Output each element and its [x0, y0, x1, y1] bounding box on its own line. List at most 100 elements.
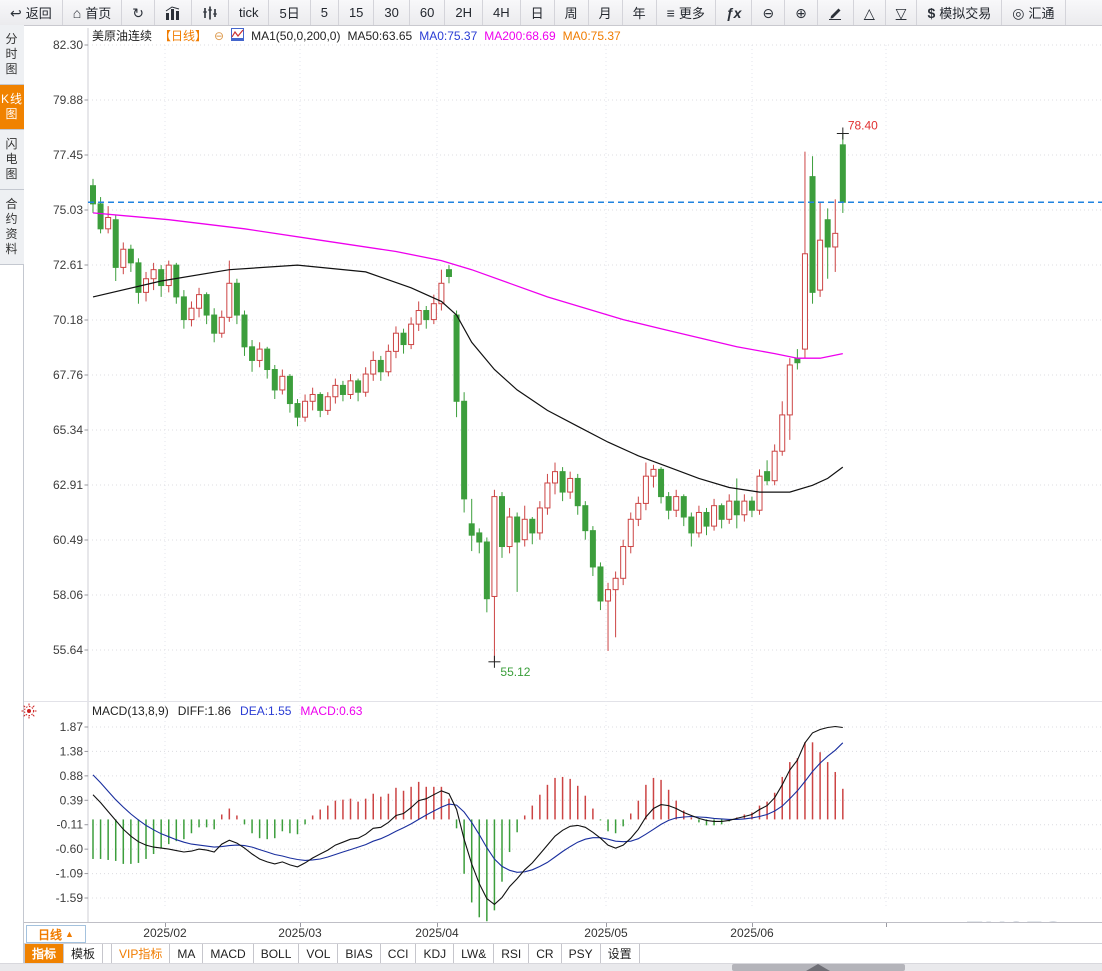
svg-text:0.88: 0.88	[60, 769, 84, 783]
interval-tick-button[interactable]: tick	[229, 0, 270, 25]
svg-text:-1.59: -1.59	[56, 891, 84, 905]
back-button-label: 返回	[25, 6, 52, 21]
triangle-down-button[interactable]: ▽	[886, 0, 918, 25]
left-sidebar: 分时图 K线图 闪电图 合约资料	[0, 25, 24, 971]
home-icon: ⌂	[72, 4, 82, 21]
zoom-in-button[interactable]: ⊕	[785, 0, 818, 25]
zoom-in-icon: ⊕	[795, 4, 807, 21]
interval-5m-button-label: 5	[320, 5, 328, 20]
tab-settings[interactable]: 设置	[601, 944, 640, 963]
tab-cci[interactable]: CCI	[381, 944, 417, 963]
home-button-label: 首页	[85, 6, 112, 21]
tab-indicator[interactable]: 指标	[24, 944, 65, 963]
collapse-circle-icon[interactable]: ⊖	[214, 28, 225, 43]
interval-15m-button[interactable]: 15	[339, 0, 375, 25]
tab-cr[interactable]: CR	[529, 944, 562, 963]
horizontal-scrollbar[interactable]	[0, 963, 1102, 971]
macd-legend: MACD(13,8,9) DIFF:1.86 DEA:1.55 MACD:0.6…	[92, 704, 362, 718]
sidebar-item-lightning-chart[interactable]: 闪电图	[0, 130, 24, 190]
month-tick	[437, 923, 438, 927]
period-selector-label: 日线	[38, 927, 63, 942]
macd-dea-value: DEA:1.55	[240, 704, 292, 718]
interval-2h-button[interactable]: 2H	[445, 0, 483, 25]
symbol-name: 美原油连续	[92, 29, 153, 43]
menu-icon: ≡	[666, 4, 675, 21]
bar-chart-button[interactable]	[155, 0, 192, 25]
ma-indicator-icon[interactable]	[231, 27, 245, 44]
ma200-value: MA200:68.69	[484, 28, 556, 43]
interval-weekly-button[interactable]: 周	[555, 0, 589, 25]
tab-template[interactable]: 模板	[64, 944, 104, 963]
huitong-button[interactable]: ◎ 汇通	[1002, 0, 1066, 25]
month-label: 2025/02	[143, 926, 187, 940]
sidebar-item-time-chart[interactable]: 分时图	[0, 25, 24, 85]
triangle-up-button[interactable]: △	[854, 0, 886, 25]
macd-params-label: MACD(13,8,9)	[92, 704, 169, 718]
draw-button[interactable]	[818, 0, 854, 25]
interval-tick-button-label: tick	[238, 5, 259, 20]
macd-chart[interactable]: 1.87 1.38 0.88 0.39 -0.11 -0.60 -1.09 -1.59	[56, 720, 1102, 922]
tab-macd[interactable]: MACD	[203, 944, 254, 963]
interval-60m-button[interactable]: 60	[410, 0, 446, 25]
svg-text:65.34: 65.34	[53, 423, 83, 437]
tab-rsi[interactable]: RSI	[494, 944, 530, 963]
month-tick	[886, 923, 887, 927]
interval-5d-button[interactable]: 5日	[269, 0, 311, 25]
svg-text:82.30: 82.30	[53, 38, 83, 52]
tab-psy[interactable]: PSY	[562, 944, 601, 963]
interval-4h-button-label: 4H	[492, 5, 510, 20]
home-button[interactable]: ⌂ 首页	[63, 0, 123, 25]
volume-tool-button[interactable]	[192, 0, 229, 25]
sim-trading-button[interactable]: $ 模拟交易	[917, 0, 1003, 25]
tab-boll[interactable]: BOLL	[254, 944, 300, 963]
sun-indicator-icon[interactable]	[21, 703, 37, 724]
triangle-up-icon: △	[863, 4, 875, 21]
interval-4h-button[interactable]: 4H	[483, 0, 521, 25]
ma0-orange-value: MA0:75.37	[562, 28, 621, 43]
tab-lw[interactable]: LW&	[454, 944, 495, 963]
month-tick	[300, 923, 301, 927]
month-label: 2025/03	[278, 926, 322, 940]
tab-ma[interactable]: MA	[170, 944, 204, 963]
indicator-tabbar: 指标 模板 VIP指标 MA MACD BOLL VOL BIAS CCI KDJ LW& RSI CR…	[24, 943, 1102, 964]
interval-5m-button[interactable]: 5	[311, 0, 339, 25]
interval-yearly-button[interactable]: 年	[623, 0, 657, 25]
sim-trading-button-label: 模拟交易	[939, 6, 992, 21]
period-tag[interactable]: 【日线】	[159, 29, 208, 43]
macd-value: MACD:0.63	[300, 704, 363, 718]
period-arrow-icon: ▲	[65, 929, 74, 939]
price-chart[interactable]: 82.30 79.88 77.45 75.03 72.61 70.18 67.76 65.34…	[53, 38, 1102, 679]
sidebar-item-kline-chart[interactable]: K线图	[0, 85, 24, 130]
back-icon: ↩	[10, 4, 22, 21]
zoom-out-button[interactable]: ⊖	[752, 0, 786, 25]
tab-kdj[interactable]: KDJ	[416, 944, 455, 963]
pencil-icon	[828, 6, 843, 20]
high-annotation: 78.40	[848, 119, 878, 133]
tab-vip-indicator[interactable]: VIP指标	[111, 944, 171, 963]
month-label: 2025/06	[730, 926, 774, 940]
more-button[interactable]: ≡ 更多	[657, 0, 716, 25]
interval-monthly-button[interactable]: 月	[589, 0, 623, 25]
interval-daily-button[interactable]: 日	[521, 0, 555, 25]
period-selector[interactable]: 日线 ▲	[26, 925, 86, 943]
panel-resize-handle-icon[interactable]	[806, 964, 830, 971]
triangle-down-icon: ▽	[895, 4, 907, 21]
interval-5d-button-label: 5日	[279, 6, 300, 21]
tab-vol[interactable]: VOL	[299, 944, 339, 963]
indicator-fx-button[interactable]: ƒx	[716, 0, 753, 25]
svg-text:1.38: 1.38	[60, 744, 84, 758]
tab-bias[interactable]: BIAS	[338, 944, 381, 963]
refresh-button[interactable]: ↻	[122, 0, 155, 25]
svg-text:67.76: 67.76	[53, 368, 83, 382]
svg-text:-0.11: -0.11	[57, 818, 84, 832]
svg-text:79.88: 79.88	[53, 93, 83, 107]
interval-30m-button[interactable]: 30	[374, 0, 410, 25]
svg-text:60.49: 60.49	[53, 533, 83, 547]
sidebar-item-contract-info[interactable]: 合约资料	[0, 190, 24, 265]
interval-monthly-button-label: 月	[598, 6, 612, 21]
back-button[interactable]: ↩ 返回	[0, 0, 63, 25]
huitong-icon: ◎	[1012, 4, 1025, 21]
svg-text:77.45: 77.45	[53, 148, 83, 162]
